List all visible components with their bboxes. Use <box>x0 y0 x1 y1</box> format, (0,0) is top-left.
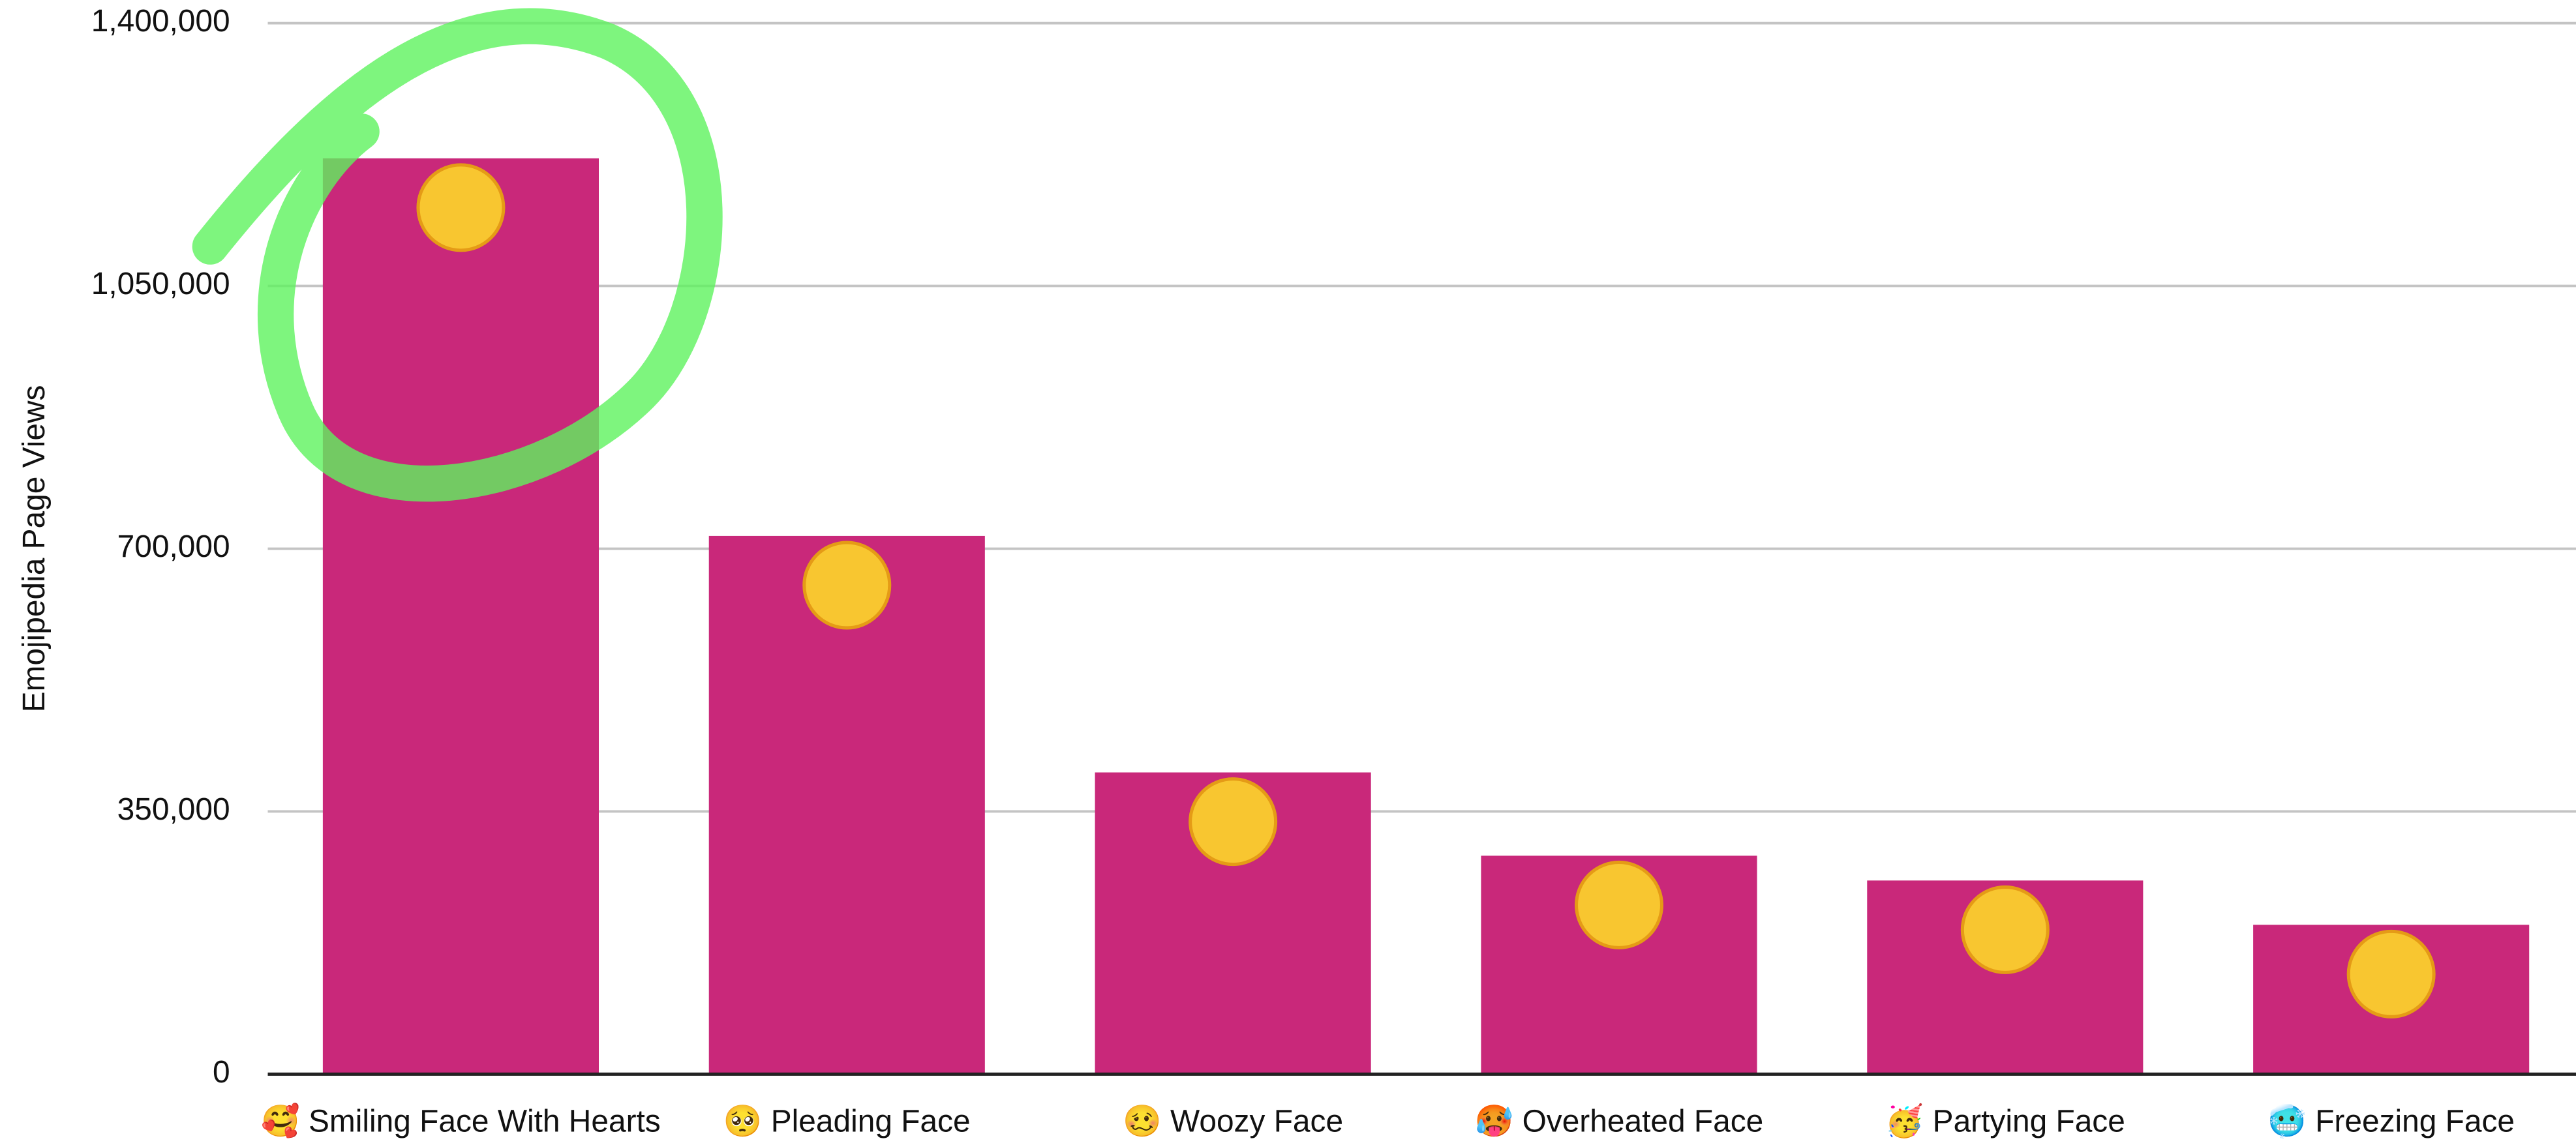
x-tick-label: 🥴 Woozy Face <box>1123 1105 1343 1139</box>
chart: Emojipedia Page Views 0 350,000 700,000 1,0… <box>0 0 2576 1145</box>
emoji-icon <box>1962 887 2048 972</box>
y-axis-label: Emojipedia Page Views <box>17 385 52 713</box>
y-tick-label: 700,000 <box>117 529 230 564</box>
x-tick-label: 🥰 Smiling Face With Hearts <box>261 1103 661 1139</box>
emoji-icon <box>1190 779 1276 865</box>
emoji-icon <box>418 165 504 250</box>
x-tick-label: 🥺 Pleading Face <box>723 1105 971 1139</box>
emoji-icon <box>804 543 890 628</box>
y-tick-label: 1,050,000 <box>91 267 230 301</box>
x-tick-label: 🥶 Freezing Face <box>2267 1103 2515 1140</box>
x-tick-label: 🥵 Overheated Face <box>1475 1105 1764 1139</box>
bar <box>323 158 599 1075</box>
emoji-icon <box>2348 931 2434 1017</box>
x-tick-label: 🥳 Partying Face <box>1885 1103 2125 1139</box>
page: Emojipedia Page Views 0 350,000 700,000 1,0… <box>0 0 2576 1145</box>
y-tick-label: 0 <box>213 1055 230 1090</box>
emoji-icon <box>1576 862 1661 947</box>
y-tick-label: 350,000 <box>117 792 230 827</box>
y-tick-label: 1,400,000 <box>91 4 230 38</box>
